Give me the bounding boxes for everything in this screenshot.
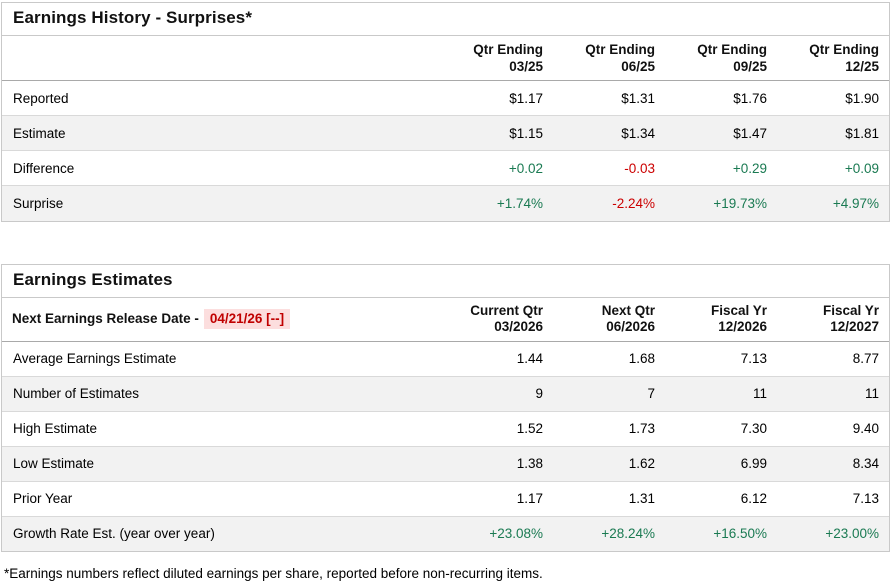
- earnings-estimates-panel: Earnings Estimates Next Earnings Release…: [1, 263, 890, 552]
- cell-value: 7.30: [740, 421, 767, 436]
- cell-value: -2.24%: [612, 195, 655, 211]
- footnote: *Earnings numbers reflect diluted earnin…: [4, 566, 543, 581]
- cell-value: 1.62: [628, 456, 655, 471]
- cell-value: 9.40: [852, 421, 879, 436]
- cell-value: 11: [864, 386, 879, 401]
- row-label: Low Estimate: [13, 456, 95, 471]
- cell-value: $1.90: [845, 90, 879, 106]
- earnings-history-title: Earnings History - Surprises*: [2, 3, 889, 36]
- cell-value: 11: [752, 386, 767, 401]
- cell-value: +16.50%: [713, 526, 767, 542]
- cell-value: 1.73: [628, 421, 655, 436]
- row-label: High Estimate: [13, 421, 98, 436]
- cell-value: 7.13: [852, 491, 879, 506]
- cell-value: $1.17: [509, 90, 543, 106]
- cell-value: $1.76: [733, 90, 767, 106]
- table-row: Average Earnings Estimate 1.44 1.68 7.13…: [2, 341, 889, 376]
- table-row: High Estimate 1.52 1.73 7.30 9.40: [2, 411, 889, 446]
- cell-value: 1.44: [516, 351, 543, 366]
- period-column-header: Current Qtr 03/2026: [470, 302, 543, 334]
- qtr-column-header: Qtr Ending 03/25: [473, 42, 543, 74]
- cell-value: $1.34: [621, 125, 655, 141]
- cell-value: 1.52: [516, 421, 543, 436]
- row-label: Growth Rate Est. (year over year): [13, 526, 215, 542]
- cell-value: 7: [647, 386, 655, 401]
- row-label: Difference: [13, 160, 75, 176]
- row-label: Average Earnings Estimate: [13, 351, 177, 366]
- cell-value: +0.02: [508, 160, 543, 176]
- cell-value: -0.03: [624, 160, 655, 176]
- cell-value: $1.31: [621, 90, 655, 106]
- cell-value: +4.97%: [832, 195, 879, 211]
- cell-value: +0.09: [844, 160, 879, 176]
- cell-value: $1.15: [509, 125, 543, 141]
- cell-value: 1.38: [516, 456, 543, 471]
- row-label: Number of Estimates: [13, 386, 140, 401]
- cell-value: 1.31: [628, 491, 655, 506]
- table-row: Surprise +1.74% -2.24% +19.73% +4.97%: [2, 185, 889, 221]
- table-row: Low Estimate 1.38 1.62 6.99 8.34: [2, 446, 889, 481]
- period-column-header: Fiscal Yr 12/2026: [710, 302, 767, 334]
- cell-value: 6.99: [740, 456, 767, 471]
- header-row: Next Earnings Release Date -04/21/26 [--…: [2, 298, 889, 342]
- next-earnings-release-label: Next Earnings Release Date -: [12, 310, 199, 326]
- table-row: Difference +0.02 -0.03 +0.29 +0.09: [2, 150, 889, 186]
- earnings-estimates-table: Next Earnings Release Date -04/21/26 [--…: [2, 298, 889, 551]
- qtr-column-header: Qtr Ending 09/25: [697, 42, 767, 74]
- row-label: Estimate: [13, 125, 66, 141]
- qtr-column-header: Qtr Ending 06/25: [585, 42, 655, 74]
- earnings-estimates-title: Earnings Estimates: [2, 265, 889, 298]
- cell-value: +28.24%: [601, 526, 655, 542]
- cell-value: +0.29: [732, 160, 767, 176]
- earnings-history-panel: Earnings History - Surprises* Qtr Ending…: [1, 2, 890, 222]
- empty-header-cell: [2, 36, 441, 81]
- cell-value: 6.12: [740, 491, 767, 506]
- cell-value: 9: [535, 386, 543, 401]
- table-row: Prior Year 1.17 1.31 6.12 7.13: [2, 481, 889, 516]
- cell-value: +23.08%: [489, 526, 543, 542]
- table-row: Number of Estimates 9 7 11 11: [2, 376, 889, 411]
- cell-value: $1.81: [845, 125, 879, 141]
- cell-value: 8.77: [852, 351, 879, 366]
- row-label: Surprise: [13, 195, 64, 211]
- row-label: Prior Year: [13, 491, 73, 506]
- next-earnings-release: Next Earnings Release Date -04/21/26 [--…: [2, 298, 441, 342]
- table-row: Reported $1.17 $1.31 $1.76 $1.90: [2, 81, 889, 116]
- cell-value: 1.17: [516, 491, 543, 506]
- period-column-header: Fiscal Yr 12/2027: [822, 302, 879, 334]
- cell-value: +19.73%: [713, 195, 767, 211]
- cell-value: $1.47: [733, 125, 767, 141]
- header-row: Qtr Ending 03/25 Qtr Ending 06/25 Qtr En…: [2, 36, 889, 81]
- period-column-header: Next Qtr 06/2026: [601, 302, 655, 334]
- row-label: Reported: [13, 90, 69, 106]
- next-earnings-release-date: 04/21/26 [--]: [203, 308, 291, 329]
- qtr-column-header: Qtr Ending 12/25: [809, 42, 879, 74]
- table-row: Estimate $1.15 $1.34 $1.47 $1.81: [2, 115, 889, 151]
- cell-value: 1.68: [628, 351, 655, 366]
- cell-value: +1.74%: [496, 195, 543, 211]
- cell-value: 7.13: [740, 351, 767, 366]
- cell-value: +23.00%: [825, 526, 879, 542]
- cell-value: 8.34: [852, 456, 879, 471]
- table-row: Growth Rate Est. (year over year) +23.08…: [2, 516, 889, 551]
- earnings-history-table: Qtr Ending 03/25 Qtr Ending 06/25 Qtr En…: [2, 36, 889, 221]
